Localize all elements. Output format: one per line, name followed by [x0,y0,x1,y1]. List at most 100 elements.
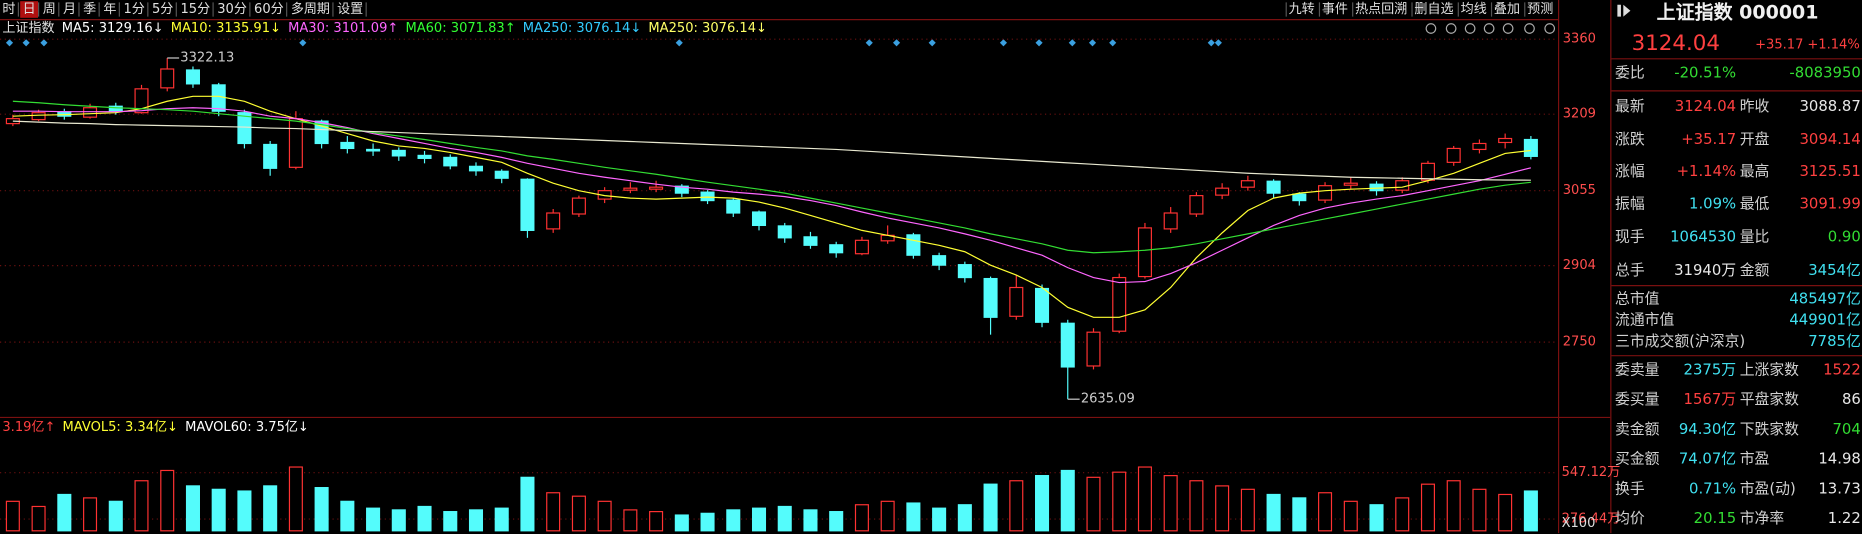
toolbar-item[interactable]: 30分 [217,2,247,17]
candle-body [829,244,844,254]
toolbar-item[interactable]: 设置 [337,2,363,17]
volume-bar [1395,497,1410,532]
quote-label: 委卖量 [1615,362,1660,379]
toolbar-item[interactable]: 15分 [180,2,210,17]
quote-value: 74.07亿 [1679,451,1736,468]
quote-value: 14.98 [1818,451,1860,468]
volume-bar [1318,492,1333,532]
quote-value: 1.09% [1689,195,1736,212]
quote-value: 7785亿 [1808,333,1861,350]
toolbar-item[interactable]: 周 [43,2,56,17]
legend-entry: MA10: 3135.91↓ [171,21,281,36]
candle-body [83,107,98,118]
quote-value: 94.30亿 [1679,421,1736,438]
quote-change-pct: +1.14% [1807,38,1859,53]
candle-body [1343,182,1358,186]
candle-body [443,156,458,167]
quote-label: 昨收 [1740,98,1770,115]
quote-value: 86 [1842,391,1861,408]
legend-entry: MA250: 3076.14↓ [523,21,642,36]
volume-bar [443,511,458,532]
volume-bar [134,480,149,532]
candle-body [674,185,689,194]
volume-bar [31,505,46,532]
toolbar-item[interactable]: 多周期 [291,1,330,17]
toolbar-item[interactable]: 均线 [1461,2,1487,17]
toolbar-item[interactable]: 预测 [1527,2,1553,17]
chart-tools[interactable] [1425,23,1556,34]
quote-value: 3094.14 [1799,131,1860,148]
quote-value: 13.73 [1818,480,1860,497]
toolbar-item[interactable]: 时 [2,2,15,17]
y-tick-label: 276.44万 [1562,512,1621,527]
y-tick-label: 2904 [1563,258,1596,273]
candle-body [417,154,432,159]
candle-body [31,112,46,121]
toolbar-item[interactable]: 九转 [1289,2,1315,17]
ma-line [12,100,1531,254]
candle-body [494,170,509,179]
toolbar-item[interactable]: 年 [103,2,116,17]
legend-entry: MA30: 3101.09↑ [288,21,398,36]
quote-value: 449901亿 [1789,312,1860,329]
quote-label: 市净率 [1740,510,1785,527]
candle-body [263,143,278,169]
quote-label: 流通市值 [1615,312,1674,329]
candle-body [700,191,715,202]
volume-bar [211,488,226,532]
high-annotation: 3322.13 [180,50,234,65]
y-tick-label: 2750 [1563,335,1596,350]
candle-body [1163,212,1178,230]
candle-body [1086,331,1101,367]
volume-bar [1060,469,1075,532]
legend-entry: 上证指数 [2,21,54,36]
panel-icon[interactable] [1617,4,1631,17]
volume-bar [237,490,252,532]
candle-body [751,211,767,227]
volume-bar [1292,497,1307,532]
volume-bar [263,485,278,532]
candle-body [185,69,200,85]
legend-entry: MAVOL5: 3.34亿↓ [63,420,178,435]
volume-bar [932,507,947,532]
candle-body [1009,286,1024,317]
event-markers [5,39,1222,47]
candle-body [237,112,252,145]
toolbar-item[interactable]: 月 [63,2,76,17]
quote-label: 卖金额 [1615,421,1660,438]
candle-body [726,199,741,214]
toolbar-item[interactable]: 删自选 [1414,2,1453,17]
candle-body [1137,227,1152,278]
volume-bar [1446,480,1461,532]
quote-label: 均价 [1615,510,1645,527]
toolbar-item[interactable]: 日 [23,2,36,17]
ma-line [12,95,1531,318]
quote-label: 总市值 [1615,290,1660,307]
quote-value: -8083950 [1789,65,1860,82]
toolbar-item[interactable]: 事件 [1322,2,1348,17]
candle-body [160,68,175,89]
quote-label: 下跌家数 [1740,421,1799,438]
y-tick-label: 547.12万 [1562,465,1621,480]
volume-bar [674,514,689,532]
quote-price: 3124.04 [1632,31,1720,56]
toolbar-item[interactable]: 60分 [254,2,284,17]
candle-body [983,277,998,318]
toolbar-item[interactable]: 1分 [124,2,145,17]
toolbar-item[interactable]: 叠加 [1494,2,1520,17]
quote-value: 0.71% [1689,480,1736,497]
quote-label: 市盈(动) [1740,480,1796,497]
candle-body [803,236,818,246]
toolbar-item[interactable]: 5分 [152,2,173,17]
candle-body [777,225,792,239]
quote-value: 3125.51 [1799,163,1860,180]
quote-label: 涨幅 [1615,163,1645,180]
toolbar-item[interactable]: 季 [83,2,96,17]
volume-bar [83,497,98,532]
toolbar-item[interactable]: 热点回溯 [1355,1,1407,17]
volume-bar [494,507,509,532]
candle-body [1060,322,1075,368]
quote-value: 704 [1833,421,1861,438]
